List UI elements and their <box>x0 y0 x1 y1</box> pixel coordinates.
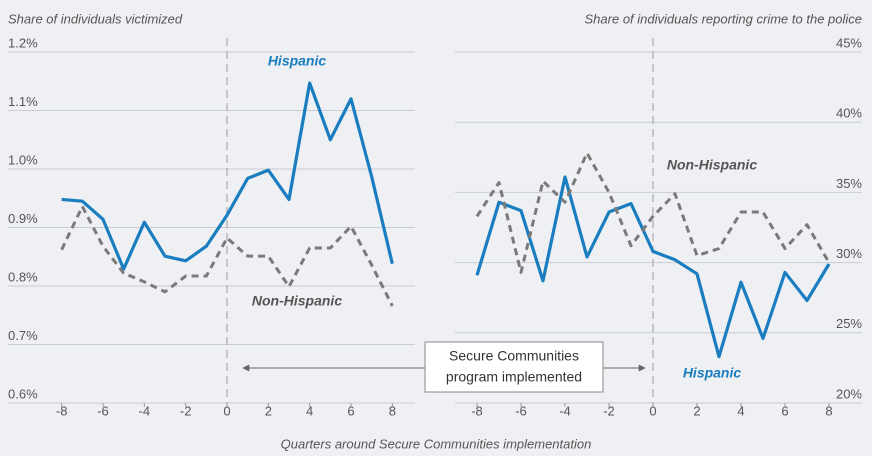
x-axis-label: Quarters around Secure Communities imple… <box>281 436 592 451</box>
series-label: Hispanic <box>268 53 327 69</box>
y-tick-label: 1.1% <box>8 94 38 109</box>
x-tick-label: -6 <box>97 403 109 418</box>
x-tick-label: -4 <box>559 403 571 418</box>
y-tick-label: 40% <box>836 106 862 121</box>
x-tick-label: 4 <box>737 403 744 418</box>
series-label: Non-Hispanic <box>252 293 342 309</box>
x-tick-label: 4 <box>306 403 313 418</box>
x-tick-label: -2 <box>180 403 192 418</box>
x-tick-label: 8 <box>825 403 832 418</box>
x-tick-label: 0 <box>649 403 656 418</box>
callout-text: program implemented <box>446 369 582 385</box>
x-tick-label: -8 <box>471 403 483 418</box>
chart-title: Share of individuals victimized <box>8 11 183 26</box>
y-tick-label: 30% <box>836 246 862 261</box>
y-tick-label: 0.6% <box>8 386 38 401</box>
x-tick-label: 0 <box>223 403 230 418</box>
x-tick-label: -4 <box>139 403 151 418</box>
x-tick-label: 6 <box>781 403 788 418</box>
x-tick-label: 6 <box>347 403 354 418</box>
y-tick-label: 20% <box>836 386 862 401</box>
x-tick-label: 2 <box>265 403 272 418</box>
y-tick-label: 45% <box>836 35 862 50</box>
callout-box <box>424 341 604 393</box>
y-tick-label: 1.2% <box>8 35 38 50</box>
y-tick-label: 25% <box>836 316 862 331</box>
y-tick-label: 0.8% <box>8 269 38 284</box>
chart-title: Share of individuals reporting crime to … <box>585 11 862 26</box>
series-line <box>475 175 831 359</box>
series-label: Hispanic <box>683 365 742 381</box>
y-tick-label: 1.0% <box>8 152 38 167</box>
x-tick-label: -6 <box>515 403 527 418</box>
x-tick-label: 8 <box>389 403 396 418</box>
callout-text: Secure Communities <box>449 348 579 364</box>
y-tick-label: 35% <box>836 176 862 191</box>
x-tick-label: -8 <box>56 403 68 418</box>
series-label: Non-Hispanic <box>667 157 757 173</box>
y-tick-label: 0.7% <box>8 328 38 343</box>
y-tick-label: 0.9% <box>8 211 38 226</box>
series-line <box>60 204 394 307</box>
callout: Secure Communities program implemented <box>242 341 646 393</box>
series-line <box>475 151 831 274</box>
x-tick-label: 2 <box>693 403 700 418</box>
x-tick-label: -2 <box>603 403 615 418</box>
series-line <box>61 81 394 271</box>
